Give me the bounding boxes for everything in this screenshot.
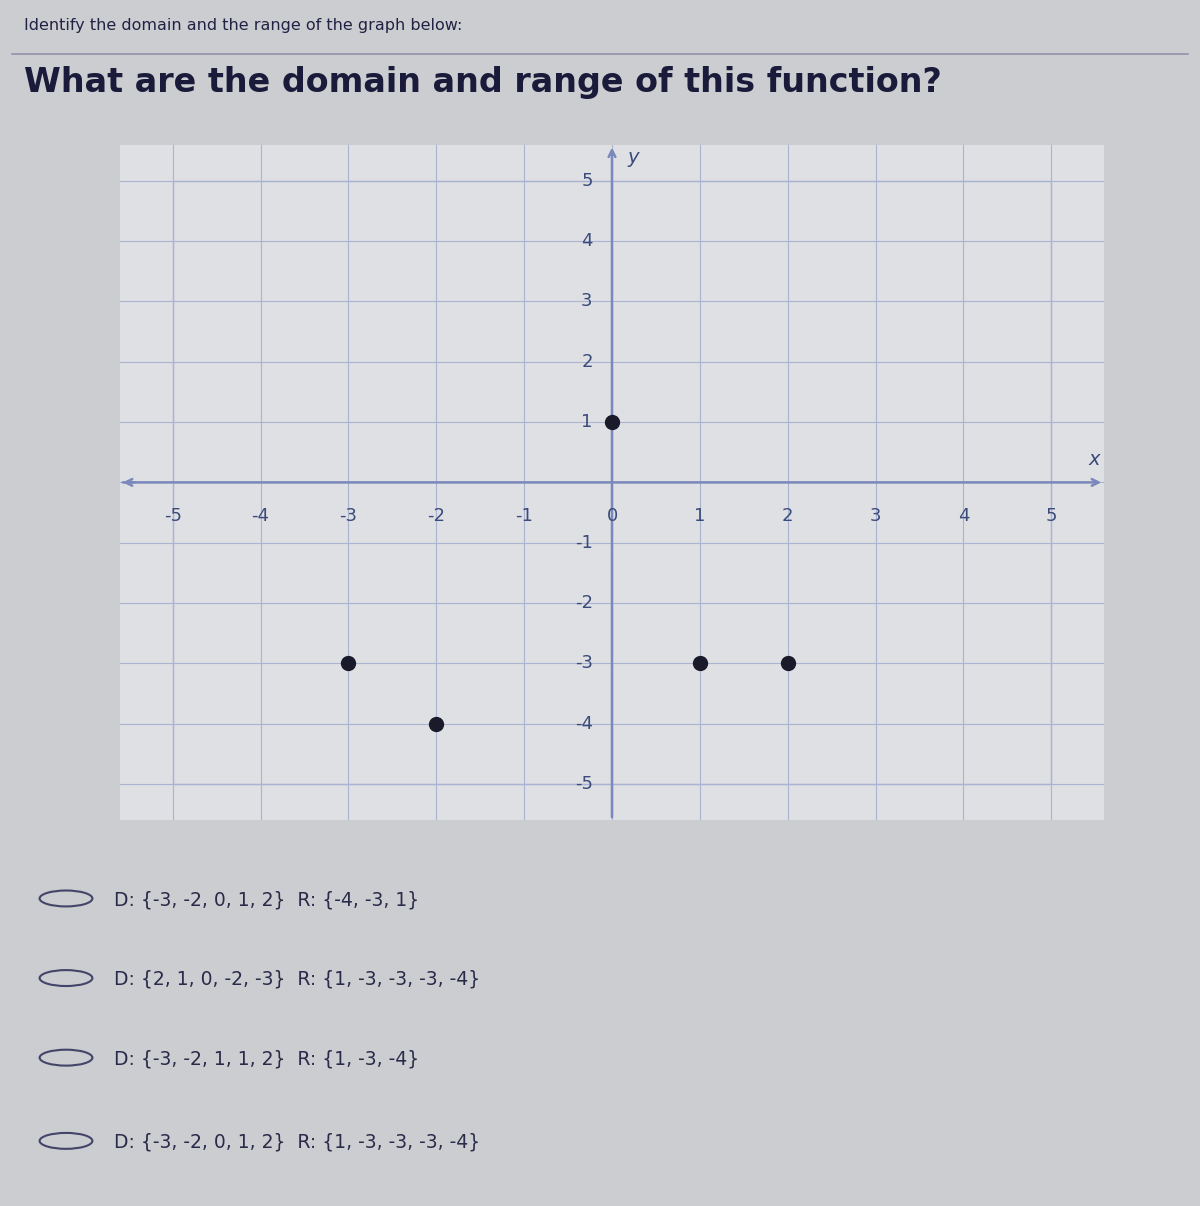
Point bbox=[338, 654, 358, 673]
Text: 1: 1 bbox=[581, 414, 593, 431]
Point bbox=[690, 654, 709, 673]
Text: D: {-3, -2, 1, 1, 2}  R: {1, -3, -4}: D: {-3, -2, 1, 1, 2} R: {1, -3, -4} bbox=[114, 1049, 419, 1069]
Text: 0: 0 bbox=[606, 507, 618, 525]
Text: -2: -2 bbox=[427, 507, 445, 525]
Text: -5: -5 bbox=[163, 507, 181, 525]
Text: 2: 2 bbox=[581, 353, 593, 370]
Text: What are the domain and range of this function?: What are the domain and range of this fu… bbox=[24, 66, 942, 99]
Text: 5: 5 bbox=[581, 172, 593, 189]
Text: -4: -4 bbox=[575, 715, 593, 732]
Point bbox=[602, 412, 622, 432]
Point bbox=[427, 714, 446, 733]
Text: y: y bbox=[628, 147, 640, 166]
Text: 4: 4 bbox=[581, 233, 593, 250]
Text: 2: 2 bbox=[782, 507, 793, 525]
Text: 3: 3 bbox=[581, 293, 593, 310]
Text: -5: -5 bbox=[575, 775, 593, 792]
Text: -4: -4 bbox=[252, 507, 270, 525]
Text: 4: 4 bbox=[958, 507, 970, 525]
Text: -3: -3 bbox=[575, 655, 593, 672]
Text: 1: 1 bbox=[694, 507, 706, 525]
Text: D: {-3, -2, 0, 1, 2}  R: {1, -3, -3, -3, -4}: D: {-3, -2, 0, 1, 2} R: {1, -3, -3, -3, … bbox=[114, 1132, 480, 1152]
Bar bbox=[173, 181, 1051, 784]
Text: -2: -2 bbox=[575, 595, 593, 611]
Text: -3: -3 bbox=[340, 507, 358, 525]
Text: Identify the domain and the range of the graph below:: Identify the domain and the range of the… bbox=[24, 18, 462, 33]
Text: -1: -1 bbox=[575, 534, 593, 551]
Text: 3: 3 bbox=[870, 507, 881, 525]
Text: D: {2, 1, 0, -2, -3}  R: {1, -3, -3, -3, -4}: D: {2, 1, 0, -2, -3} R: {1, -3, -3, -3, … bbox=[114, 970, 480, 989]
Point bbox=[778, 654, 797, 673]
Text: D: {-3, -2, 0, 1, 2}  R: {-4, -3, 1}: D: {-3, -2, 0, 1, 2} R: {-4, -3, 1} bbox=[114, 890, 419, 909]
Text: -1: -1 bbox=[515, 507, 533, 525]
Text: x: x bbox=[1088, 450, 1099, 469]
Text: 5: 5 bbox=[1045, 507, 1057, 525]
